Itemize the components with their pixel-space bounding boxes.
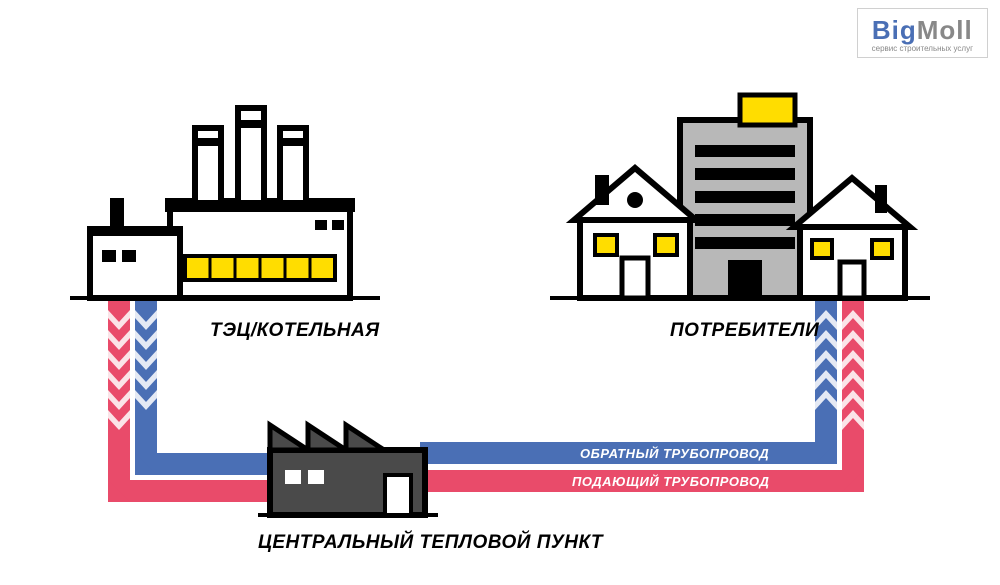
plant-icon <box>70 108 380 298</box>
supply-pipe-label: ПОДАЮЩИЙ ТРУБОПРОВОД <box>572 474 769 489</box>
consumers-icon <box>550 95 930 298</box>
plant-label: ТЭЦ/КОТЕЛЬНАЯ <box>210 320 380 342</box>
diagram-svg <box>0 0 1000 585</box>
ctp-icon <box>258 425 438 515</box>
ctp-label: ЦЕНТРАЛЬНЫЙ ТЕПЛОВОЙ ПУНКТ <box>258 532 603 554</box>
return-pipe-label: ОБРАТНЫЙ ТРУБОПРОВОД <box>580 446 769 461</box>
consumers-label: ПОТРЕБИТЕЛИ <box>670 320 819 342</box>
